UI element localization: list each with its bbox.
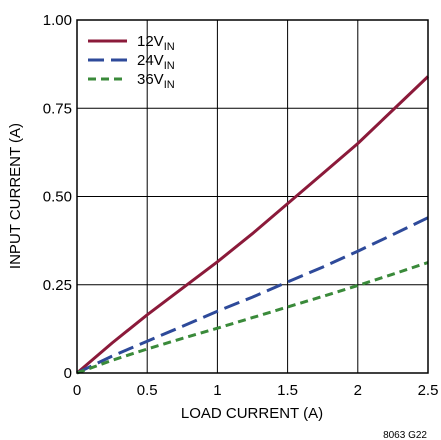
legend-label-24v: 24VIN (137, 52, 175, 72)
x-tick-label: 2.5 (418, 382, 439, 399)
legend-label-36v: 36VIN (137, 71, 175, 91)
x-axis-title: LOAD CURRENT (A) (181, 405, 323, 422)
y-tick-labels: 0 0.25 0.50 0.75 1.00 (43, 12, 72, 382)
legend-label-12v: 12VIN (137, 33, 175, 53)
y-tick-label: 0.25 (43, 277, 72, 294)
y-tick-label: 0.50 (43, 189, 72, 206)
y-tick-label: 0.75 (43, 100, 72, 117)
chart-grid (77, 20, 428, 373)
plot-frame (76, 19, 429, 374)
y-tick-label: 1.00 (43, 12, 72, 29)
series-line-12v (76, 75, 430, 375)
x-tick-label: 2 (354, 382, 362, 399)
figure-code: 8063 G22 (383, 430, 427, 440)
x-tick-label: 0 (73, 382, 81, 399)
chart-series-group (76, 75, 430, 375)
y-tick-label: 0 (64, 365, 72, 382)
x-tick-labels: 0 0.5 1 1.5 2 2.5 (73, 382, 439, 399)
y-axis-title: INPUT CURRENT (A) (7, 123, 24, 269)
series-line-24v (76, 216, 429, 375)
x-tick-label: 1 (213, 382, 221, 399)
x-tick-label: 1.5 (277, 382, 298, 399)
series-line-36v (76, 261, 429, 375)
x-tick-label: 0.5 (137, 382, 158, 399)
